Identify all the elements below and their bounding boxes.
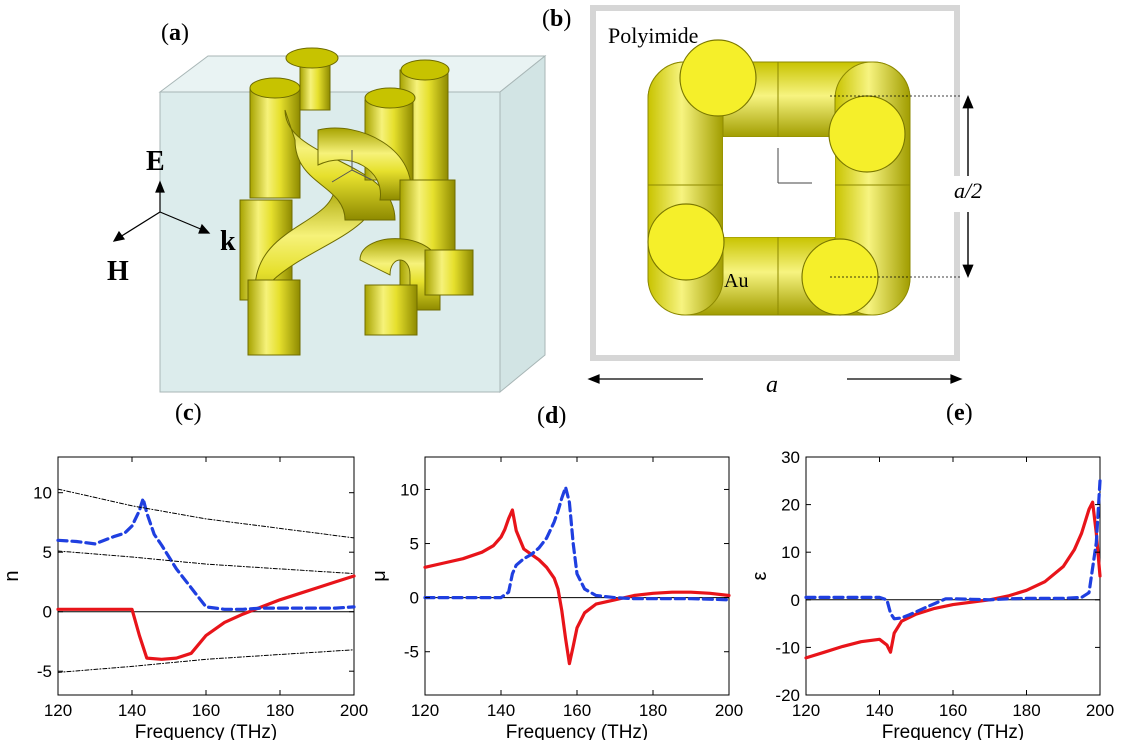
series-line-dashed-1 [804,479,1102,621]
x-tick-label: 140 [118,701,146,720]
y-tick-label: 10 [33,484,52,503]
y-tick-label: -5 [404,643,419,662]
y-tick-label: 0 [43,603,52,622]
local-axes-b [777,148,812,184]
field-vectors [112,180,211,242]
y-tick-label: 0 [410,589,419,608]
x-tick-label: 120 [411,701,439,720]
chart-refractive-index: 120 140 160 180 200 -5 0 5 10 Frequency (THz) n [1,456,368,740]
y-axis-label: μ [375,570,390,582]
panel-a-structure: E k H [107,47,547,394]
x-tick-label: 200 [715,701,743,720]
plot-frame [57,456,355,696]
gold-helix-right [317,59,474,336]
local-axes-a [331,150,373,183]
label-k: k [220,226,236,257]
x-tick-label: 160 [563,701,591,720]
chart-permittivity: 120 140 160 180 200 -20 -10 0 10 20 30 Frequency (T… [750,448,1114,740]
y-tick-label: 20 [781,496,800,515]
y-tick-label: 5 [43,543,52,562]
panel-label-d: (d) [537,403,567,429]
x-axis-label: Frequency (THz) [506,722,649,740]
label-period: a [766,372,778,398]
y-tick-label: 0 [791,591,800,610]
panel-label-b: (b) [542,6,572,32]
label-h: H [107,256,129,287]
x-tick-label: 140 [865,701,893,720]
x-tick-label: 120 [792,701,820,720]
x-tick-label: 180 [1012,701,1040,720]
label-au: Au [724,270,748,292]
series-line-dashdot-2 [57,488,355,539]
y-tick-label: -5 [37,662,52,681]
y-axis-label: ε [750,571,771,580]
y-tick-label: 5 [410,535,419,554]
dimension-period [587,374,963,384]
x-tick-label: 180 [639,701,667,720]
panel-b-cross-section: Polyimide Au [590,5,980,361]
polyimide-box-side [499,54,546,394]
series-line-solid-0 [804,500,1102,660]
x-tick-label: 200 [1086,701,1114,720]
x-tick-label: 140 [487,701,515,720]
series-line-dashed-1 [423,485,731,602]
gold-helix-left [239,47,396,356]
y-tick-label: 10 [781,543,800,562]
series-line-dashdot-3 [57,550,355,575]
series-line-dashed-1 [56,497,356,611]
x-axis-label: Frequency (THz) [882,722,1025,740]
y-tick-label: -10 [775,638,800,657]
plot-frame [805,456,1101,696]
x-tick-label: 160 [939,701,967,720]
y-tick-label: 30 [781,448,800,467]
label-polyimide: Polyimide [608,23,698,48]
x-tick-label: 180 [266,701,294,720]
chart-permeability: 120 140 160 180 200 -5 0 5 10 Frequency (THz) μ [375,456,743,740]
x-tick-label: 160 [192,701,220,720]
panel-label-c: (c) [175,400,202,426]
y-axis-label: n [1,570,23,581]
series-line-dashdot-4 [57,649,355,673]
label-e: E [146,146,165,177]
x-tick-label: 120 [44,701,72,720]
y-tick-label: 10 [400,480,419,499]
polyimide-box-top [158,55,547,93]
x-tick-label: 200 [340,701,368,720]
y-tick-label: -20 [775,686,800,705]
series-line-solid-0 [423,508,731,666]
panel-label-e: (e) [946,400,973,426]
x-axis-label: Frequency (THz) [135,722,278,740]
label-half-period: a/2 [954,178,983,203]
series-line-solid-0 [56,574,356,661]
panel-label-a: (a) [161,20,189,46]
